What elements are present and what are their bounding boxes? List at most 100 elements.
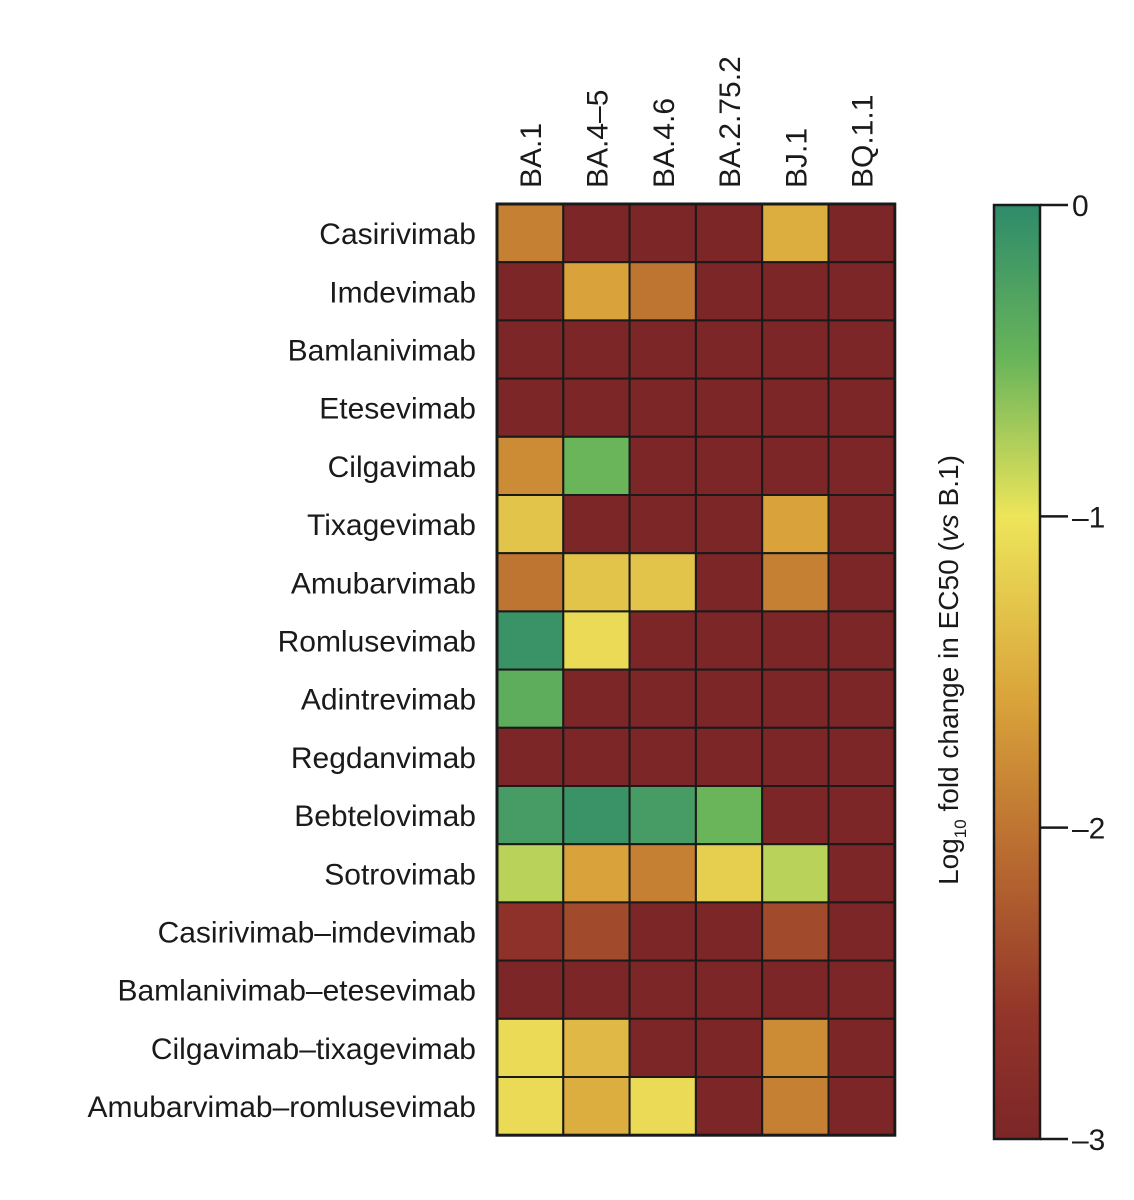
heatmap-cell bbox=[496, 319, 565, 380]
colorbar-title-subscript: 10 bbox=[951, 819, 970, 838]
heatmap-cell bbox=[694, 494, 764, 555]
row-label: Cilgavimab bbox=[328, 451, 476, 484]
heatmap-cell bbox=[562, 319, 631, 380]
heatmap-cell bbox=[694, 726, 764, 787]
heatmap-cell bbox=[761, 959, 830, 1020]
heatmap-cell bbox=[628, 1017, 697, 1078]
heatmap-cell bbox=[628, 435, 697, 496]
column-label: BA.4.6 bbox=[648, 98, 681, 188]
heatmap-cell bbox=[827, 435, 896, 496]
heatmap-cell bbox=[496, 261, 565, 322]
row-label: Bebtelovimab bbox=[294, 800, 476, 833]
heatmap-cell bbox=[694, 1017, 764, 1078]
colorbar-gradient bbox=[992, 203, 1042, 1141]
heatmap-cell bbox=[761, 726, 830, 787]
heatmap-cell bbox=[761, 261, 830, 322]
heatmap-cell bbox=[694, 435, 764, 496]
heatmap-cell bbox=[562, 1076, 631, 1137]
heatmap-cell bbox=[496, 1076, 565, 1137]
heatmap-cell bbox=[694, 668, 764, 729]
heatmap-cell bbox=[827, 843, 896, 904]
colorbar-tick-label: –1 bbox=[1072, 501, 1105, 534]
heatmap-cell bbox=[827, 668, 896, 729]
column-label: BA.2.75.2 bbox=[714, 56, 747, 188]
heatmap-cell bbox=[827, 494, 896, 555]
heatmap-cell bbox=[761, 435, 830, 496]
heatmap-cell bbox=[628, 726, 697, 787]
heatmap-cell bbox=[694, 203, 764, 264]
heatmap-cell bbox=[827, 261, 896, 322]
column-label: BQ.1.1 bbox=[847, 95, 880, 188]
heatmap-cell bbox=[827, 203, 896, 264]
heatmap-cell bbox=[562, 552, 631, 613]
colorbar-tick-label: –3 bbox=[1072, 1124, 1105, 1157]
heatmap-cell bbox=[761, 785, 830, 846]
heatmap-cell bbox=[562, 261, 631, 322]
heatmap-cell bbox=[694, 610, 764, 671]
heatmap-cell bbox=[628, 319, 697, 380]
row-label: Bamlanivimab bbox=[288, 335, 476, 368]
heatmap-cell bbox=[827, 319, 896, 380]
column-label: BJ.1 bbox=[780, 128, 813, 188]
heatmap-cell bbox=[496, 843, 565, 904]
row-label: Casirivimab–imdevimab bbox=[158, 917, 476, 950]
heatmap-cell bbox=[562, 610, 631, 671]
heatmap-cell bbox=[562, 1017, 631, 1078]
heatmap-cell bbox=[761, 668, 830, 729]
heatmap-cell bbox=[628, 959, 697, 1020]
heatmap-cell bbox=[761, 843, 830, 904]
heatmap-cell bbox=[562, 435, 631, 496]
heatmap-cell bbox=[761, 377, 830, 438]
heatmap-cell bbox=[827, 901, 896, 962]
column-label: BA.1 bbox=[515, 123, 548, 188]
heatmap-cell bbox=[562, 843, 631, 904]
heatmap-cell bbox=[496, 785, 565, 846]
heatmap-cell bbox=[496, 668, 565, 729]
heatmap-cell bbox=[628, 610, 697, 671]
heatmap-cell bbox=[761, 1017, 830, 1078]
heatmap-cell bbox=[694, 901, 764, 962]
heatmap-cell bbox=[562, 668, 631, 729]
heatmap-cell bbox=[827, 959, 896, 1020]
heatmap-cell bbox=[496, 959, 565, 1020]
row-label: Cilgavimab–tixagevimab bbox=[151, 1033, 476, 1066]
row-labels: Casirivimab Imdevimab Bamlanivimab Etesevim… bbox=[88, 218, 476, 1124]
heatmap-cell bbox=[761, 901, 830, 962]
heatmap-cell bbox=[628, 901, 697, 962]
row-label: Adintrevimab bbox=[301, 684, 476, 717]
heatmap-cell bbox=[694, 1076, 764, 1137]
heatmap-cell bbox=[628, 261, 697, 322]
colorbar-title-italic: vs bbox=[933, 514, 964, 542]
heatmap-cell bbox=[694, 377, 764, 438]
heatmap-cell bbox=[628, 668, 697, 729]
heatmap-cell bbox=[562, 901, 631, 962]
colorbar-title-prefix: Log bbox=[933, 838, 964, 885]
heatmap-cell bbox=[694, 319, 764, 380]
row-label: Romlusevimab bbox=[278, 626, 476, 659]
heatmap-cell bbox=[761, 1076, 830, 1137]
row-label: Regdanvimab bbox=[291, 742, 476, 775]
column-labels: BA.1 BA.4–5 BA.4.6 BA.2.75.2 BJ.1 BQ.1.1 bbox=[515, 56, 880, 188]
row-label: Etesevimab bbox=[319, 393, 476, 426]
row-label: Imdevimab bbox=[329, 276, 476, 309]
heatmap-cell bbox=[496, 901, 565, 962]
heatmap-cell bbox=[628, 377, 697, 438]
row-label: Amubarvimab–romlusevimab bbox=[88, 1091, 476, 1124]
heatmap-cell bbox=[628, 203, 697, 264]
row-label: Tixagevimab bbox=[307, 509, 476, 542]
row-label: Casirivimab bbox=[319, 218, 476, 251]
row-label: Sotrovimab bbox=[324, 858, 476, 891]
heatmap-cell bbox=[761, 494, 830, 555]
heatmap-cell bbox=[827, 726, 896, 787]
heatmap-cell bbox=[827, 610, 896, 671]
heatmap-cell bbox=[827, 785, 896, 846]
heatmap-cell bbox=[761, 610, 830, 671]
heatmap-cell bbox=[827, 377, 896, 438]
heatmap-cell bbox=[694, 959, 764, 1020]
heatmap-cell bbox=[628, 552, 697, 613]
heatmap-cell bbox=[496, 203, 565, 264]
heatmap-cell bbox=[827, 1017, 896, 1078]
heatmap-cell bbox=[496, 552, 565, 613]
heatmap-cell bbox=[628, 1076, 697, 1137]
